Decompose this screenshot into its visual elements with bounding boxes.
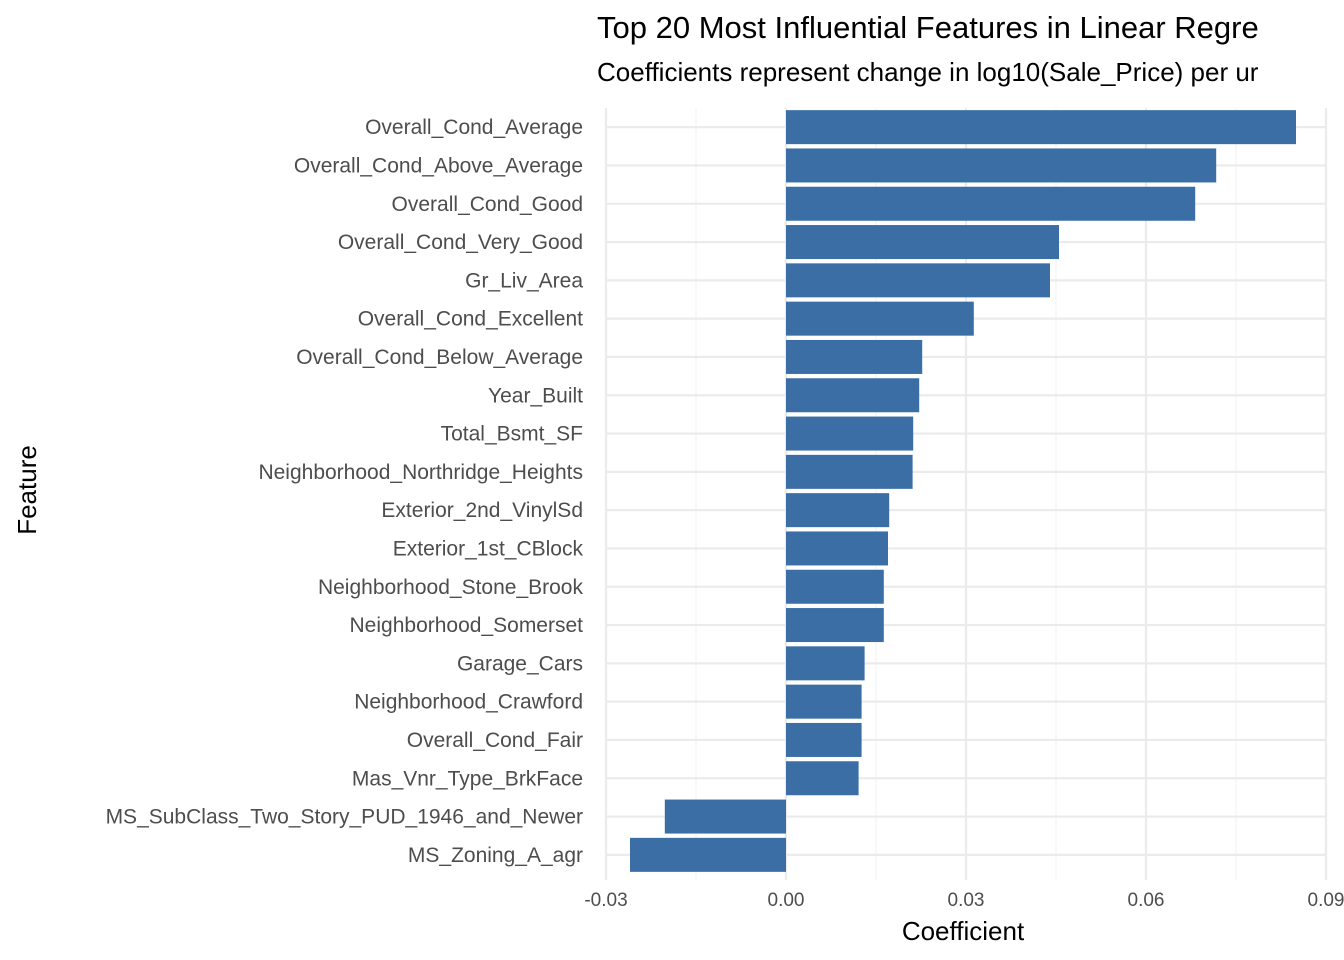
x-tick-label: 0.09 bbox=[1308, 890, 1344, 911]
bar bbox=[786, 301, 974, 336]
bar bbox=[786, 186, 1196, 221]
bar bbox=[786, 416, 914, 451]
bar bbox=[786, 378, 920, 413]
category-label: Overall_Cond_Fair bbox=[407, 729, 583, 752]
y-axis-title: Feature bbox=[12, 445, 42, 535]
bar bbox=[630, 837, 786, 872]
bars bbox=[630, 110, 1296, 872]
bar bbox=[786, 454, 913, 489]
bar bbox=[786, 225, 1059, 260]
category-label: Exterior_2nd_VinylSd bbox=[381, 499, 583, 522]
bar bbox=[786, 493, 890, 528]
chart-title: Top 20 Most Influential Features in Line… bbox=[597, 10, 1259, 45]
category-label: Overall_Cond_Average bbox=[365, 116, 583, 139]
category-label: Overall_Cond_Very_Good bbox=[338, 231, 583, 254]
category-label: Overall_Cond_Excellent bbox=[358, 308, 583, 331]
bar bbox=[786, 569, 884, 604]
category-label: Year_Built bbox=[488, 384, 583, 407]
category-label: Overall_Cond_Above_Average bbox=[294, 154, 583, 177]
category-label: Total_Bsmt_SF bbox=[441, 423, 583, 446]
category-label: Garage_Cars bbox=[457, 652, 583, 675]
bar bbox=[786, 608, 884, 643]
bar bbox=[786, 148, 1217, 183]
category-label: Neighborhood_Northridge_Heights bbox=[258, 461, 583, 484]
category-label: MS_Zoning_A_agr bbox=[408, 844, 583, 867]
bar bbox=[786, 531, 888, 566]
x-tick-label: -0.03 bbox=[584, 890, 627, 911]
bar bbox=[786, 339, 923, 374]
category-label: Gr_Liv_Area bbox=[465, 269, 583, 292]
category-labels: Overall_Cond_Average Overall_Cond_Above_A… bbox=[106, 116, 584, 867]
bar bbox=[786, 646, 865, 681]
category-label: Overall_Cond_Below_Average bbox=[296, 346, 583, 369]
x-tick-label: 0.00 bbox=[768, 890, 805, 911]
bar bbox=[786, 263, 1050, 298]
bar bbox=[786, 110, 1296, 145]
category-label: Neighborhood_Crawford bbox=[354, 691, 583, 714]
chart-subtitle: Coefficients represent change in log10(S… bbox=[597, 57, 1259, 87]
category-label: MS_SubClass_Two_Story_PUD_1946_and_Newer bbox=[106, 806, 583, 829]
bar bbox=[786, 722, 862, 757]
category-label: Neighborhood_Somerset bbox=[350, 614, 584, 637]
x-tick-label: 0.03 bbox=[948, 890, 985, 911]
bar bbox=[786, 684, 862, 719]
category-label: Neighborhood_Stone_Brook bbox=[318, 576, 584, 599]
bar bbox=[786, 761, 859, 796]
grid-lines bbox=[604, 108, 1328, 880]
category-label: Overall_Cond_Good bbox=[392, 193, 583, 216]
bar bbox=[664, 799, 786, 834]
category-label: Exterior_1st_CBlock bbox=[393, 537, 584, 560]
x-tick-labels: -0.03 0.00 0.03 0.06 0.09 bbox=[584, 890, 1344, 911]
x-tick-label: 0.06 bbox=[1128, 890, 1165, 911]
category-label: Mas_Vnr_Type_BrkFace bbox=[352, 767, 583, 790]
x-axis-title: Coefficient bbox=[902, 916, 1025, 946]
